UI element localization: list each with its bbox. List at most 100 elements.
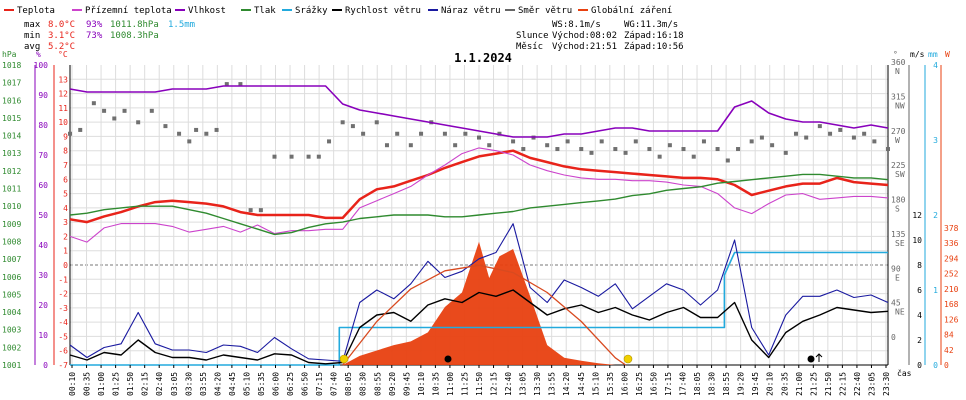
x-tick-label: 01:25 (112, 372, 121, 396)
wind-dir-point (872, 139, 877, 144)
tick-temp: 5 (63, 190, 68, 199)
stat-min-temp: 3.1°C (48, 31, 75, 41)
stats-panel: max 8.0°C 93% 1011.8hPa 1.5mm min 3.1°C … (24, 20, 195, 52)
wind-dir-point (204, 131, 209, 136)
wind-dir-point (194, 127, 199, 132)
x-axis: 00:10 00:35 01:00 01:25 01:50 02:15 02:40 03:05… (68, 365, 891, 396)
wind-dir-point (384, 143, 389, 148)
wind-dir-point (272, 154, 277, 159)
series-line-8 (342, 264, 626, 366)
x-tick-label: 19:20 (737, 372, 746, 396)
wind-dir-point (419, 131, 424, 136)
x-tick-label: 17:15 (664, 372, 673, 396)
stat-max-press: 1011.8hPa (110, 20, 159, 30)
wind-dir-point (555, 147, 560, 152)
legend: Teplota Přízemní teplota Vlhkost Tlak Srážky… (4, 6, 672, 16)
wind-dir-point (306, 154, 311, 159)
tick-mm: 4 (933, 61, 938, 70)
tick-hpa: 1007 (2, 255, 21, 264)
series-line-2 (69, 85, 889, 138)
tick-dir: 180 (891, 196, 906, 205)
legend-label-5: Rychlost větru (345, 6, 421, 16)
x-tick-label: 21:25 (809, 372, 818, 396)
legend-label-4: Srážky (295, 6, 328, 16)
x-tick-label: 04:45 (228, 372, 237, 396)
x-tick-label: 07:40 (330, 372, 339, 396)
tick-dir-name: SW (895, 170, 905, 179)
tick-temp: -6 (58, 347, 68, 356)
x-tick-label: 05:10 (242, 372, 251, 396)
tick-wm2: 126 (944, 315, 959, 324)
tick-dir-name: NE (895, 308, 905, 317)
markers (339, 353, 823, 364)
x-tick-label: 15:10 (591, 372, 600, 396)
tick-wm2: 168 (944, 300, 959, 309)
x-tick-label: 01:50 (126, 372, 135, 396)
tick-dir: 0 (891, 333, 896, 342)
x-tick-label: 22:40 (853, 372, 862, 396)
tick-ms: 12 (912, 211, 922, 220)
x-tick-label: 00:10 (68, 372, 77, 396)
x-tick-label: 19:45 (751, 372, 760, 396)
sunset-marker (623, 354, 633, 364)
tick-pct: 30 (38, 271, 48, 280)
stat-min-press: 1008.3hPa (110, 31, 159, 41)
tick-wm2: 84 (944, 331, 954, 340)
x-tick-label: 18:30 (708, 372, 717, 396)
wind-dir-point (613, 147, 618, 152)
wind-dir-point (361, 131, 366, 136)
tick-dir: 45 (891, 299, 901, 308)
x-tick-label: 07:15 (315, 372, 324, 396)
x-tick-label: 12:15 (490, 372, 499, 396)
wind-dir-point (681, 147, 686, 152)
tick-wm2: 378 (944, 224, 959, 233)
legend-label-0: Teplota (17, 6, 55, 16)
tick-temp: 6 (63, 175, 68, 184)
tick-temp: 11 (58, 104, 68, 113)
x-tick-label: 06:25 (286, 372, 295, 396)
info-sun-set: Západ:16:18 (624, 31, 684, 41)
tick-pct: 0 (43, 361, 48, 370)
wind-dir-point (647, 147, 652, 152)
unit-dir: ° (893, 50, 898, 59)
wind-dir-point (477, 135, 481, 140)
info-moon-rise: Východ:21:51 (552, 42, 617, 52)
tick-hpa: 1017 (2, 79, 21, 88)
wind-dir-point (886, 147, 890, 152)
series-line-4 (70, 251, 888, 366)
moonrise-arrow-head (815, 353, 823, 358)
tick-hpa: 1004 (2, 308, 21, 317)
x-tick-label: 20:10 (766, 372, 775, 396)
wind-dir-point (838, 127, 843, 132)
tick-temp: 4 (63, 204, 68, 213)
info-sun-label: Slunce (516, 31, 549, 41)
info-wg: WG:11.3m/s (624, 20, 678, 30)
stat-max-temp: 8.0°C (48, 20, 75, 30)
stat-max-rain: 1.5mm (168, 20, 195, 30)
x-tick-label: 16:50 (649, 372, 658, 396)
x-tick-label: 08:05 (344, 372, 353, 396)
wind-dir-point (224, 82, 229, 87)
tick-pct: 20 (38, 301, 48, 310)
tick-temp: 0 (63, 261, 68, 270)
tick-temp: -7 (58, 361, 68, 370)
tick-dir: 90 (891, 264, 901, 273)
wind-dir-point (374, 120, 379, 125)
tick-hpa: 1016 (2, 96, 21, 105)
wind-dir-point (793, 131, 798, 136)
wind-dir-point (749, 139, 754, 144)
wind-dir-point (667, 143, 672, 148)
wind-dir-point (579, 147, 584, 152)
x-tick-label: 03:30 (184, 372, 193, 396)
wind-dir-point (862, 131, 867, 136)
axes: 1018101710161015101410131012101110101009… (2, 58, 959, 370)
tick-dir-name: NW (895, 101, 905, 110)
wind-dir-point (828, 131, 833, 136)
wind-dir-point (701, 139, 706, 144)
x-tick-label: 22:15 (838, 372, 847, 396)
tick-hpa: 1002 (2, 343, 21, 352)
moonrise-marker (807, 355, 815, 363)
tick-pct: 40 (38, 241, 48, 250)
tick-temp: -1 (58, 275, 68, 284)
wind-dir-point (623, 150, 628, 155)
